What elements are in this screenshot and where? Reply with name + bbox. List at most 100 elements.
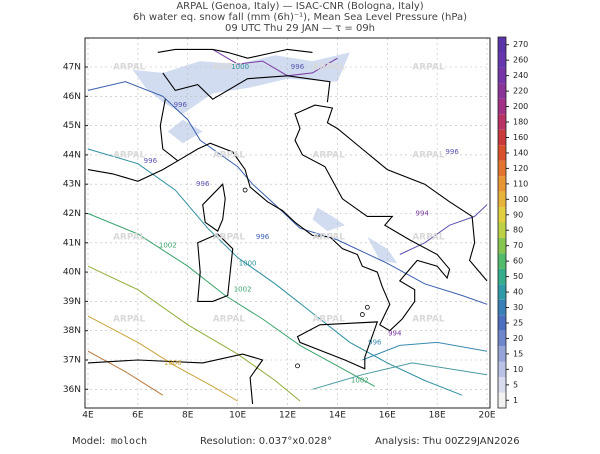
watermark: ARPAL (213, 314, 246, 324)
colorbar-segment (498, 299, 506, 316)
isobar-label: 996 (196, 180, 210, 188)
isobar-label: 996 (445, 148, 459, 156)
lon-label: 16E (379, 411, 396, 421)
colorbar-segment (498, 83, 506, 99)
colorbar-label: 140 (513, 148, 528, 157)
lat-label: 40N (63, 268, 81, 278)
isobar (87, 213, 376, 387)
colorbar-segment (498, 52, 506, 68)
watermark: ARPAL (113, 150, 146, 160)
coastline (159, 99, 179, 162)
colorbar-label: 240 (513, 71, 528, 80)
colorbar-segment (498, 67, 506, 84)
colorbar-segment (498, 284, 506, 300)
lon-label: 14E (329, 411, 346, 421)
watermark: ARPAL (412, 150, 445, 160)
coastline (87, 353, 264, 404)
colorbar-label: 10 (513, 365, 523, 374)
isobar-label: 996 (256, 233, 270, 241)
isobar-label: 1000 (239, 259, 257, 267)
colorbar-label: 260 (513, 56, 528, 65)
colorbar-segment (498, 253, 506, 269)
lon-label: 4E (82, 411, 94, 421)
header-line: 6h water eq. snow fall (mm (6h)⁻¹), Mean… (133, 12, 467, 23)
snow-area (367, 236, 398, 264)
colorbar-segment (498, 222, 506, 238)
colorbar-label: 20 (513, 334, 523, 343)
colorbar-segment (498, 37, 506, 53)
isobar-label: 996 (291, 63, 305, 71)
isobar (212, 48, 338, 77)
colorbar-label: 1 (513, 396, 518, 405)
colorbar-segment (498, 114, 506, 130)
colorbar-frame (497, 36, 507, 409)
colorbar-label: 5 (513, 380, 518, 389)
lat-label: 43N (63, 180, 81, 190)
colorbar-segment (498, 268, 506, 285)
colorbar-segment (498, 129, 506, 146)
isobar-label: 996 (174, 101, 188, 109)
lat-label: 38N (63, 326, 81, 336)
watermark: ARPAL (312, 150, 345, 160)
isobar (87, 148, 463, 396)
isobar-label: 994 (416, 210, 430, 218)
colorbar-segment (498, 330, 506, 347)
isobar-label: 1002 (351, 377, 369, 385)
footer-analysis: Analysis: Thu 00Z29JAN2026 (375, 436, 520, 447)
lat-label: 36N (63, 385, 81, 395)
lat-label: 37N (63, 356, 81, 366)
colorbar-segment (498, 361, 506, 378)
colorbar-segment (498, 160, 506, 177)
snow-area (132, 52, 350, 114)
isobar (87, 350, 164, 396)
lon-label: 10E (229, 411, 246, 421)
colorbar-label: 270 (513, 40, 528, 49)
coastline (87, 104, 488, 332)
colorbar-label: 30 (513, 303, 523, 312)
coastline (296, 321, 379, 370)
lon-label: 6E (132, 411, 144, 421)
isobar-label: 1000 (231, 63, 249, 71)
coastline (197, 233, 234, 302)
isobar (312, 362, 488, 390)
watermark: ARPAL (412, 232, 445, 242)
header-line: 09 UTC Thu 29 JAN — τ = 09h (225, 23, 375, 34)
lat-label: 41N (63, 238, 81, 248)
colorbar-label: 100 (513, 195, 528, 204)
island (242, 187, 248, 193)
footer-model: moloch (111, 436, 147, 447)
watermark: ARPAL (312, 314, 345, 324)
watermark: ARPAL (113, 232, 146, 242)
map-frame (84, 37, 491, 409)
isobar-label: 994 (388, 330, 402, 338)
isobar-label: 996 (144, 157, 158, 165)
colorbar-segment (498, 392, 506, 408)
colorbar-label: 70 (513, 241, 523, 250)
colorbar-label: 50 (513, 272, 523, 281)
lat-label: 44N (63, 150, 81, 160)
colorbar-label: 160 (513, 133, 528, 142)
isobar-label: 1002 (234, 286, 252, 294)
watermark: ARPAL (312, 232, 345, 242)
isobar-label: 1002 (159, 242, 177, 250)
colorbar-label: 180 (513, 118, 528, 127)
header-line: ARPAL (Genoa, Italy) — ISAC-CNR (Bologna… (176, 1, 423, 12)
watermark: ARPAL (412, 314, 445, 324)
lon-label: 18E (429, 411, 446, 421)
colorbar-segment (498, 207, 506, 223)
colorbar-label: 220 (513, 87, 528, 96)
colorbar-segment (498, 346, 506, 362)
island (295, 363, 300, 369)
colorbar-label: 110 (513, 179, 528, 188)
lon-label: 20E (478, 411, 495, 421)
colorbar-segment (498, 315, 506, 331)
colorbar-label: 40 (513, 288, 523, 297)
watermark: ARPAL (213, 150, 246, 160)
isobar (399, 204, 488, 255)
coastline (157, 48, 313, 59)
lat-label: 42N (63, 209, 81, 219)
colorbar-label: 200 (513, 102, 528, 111)
watermark: ARPAL (113, 63, 146, 73)
colorbar-segment (498, 98, 506, 115)
